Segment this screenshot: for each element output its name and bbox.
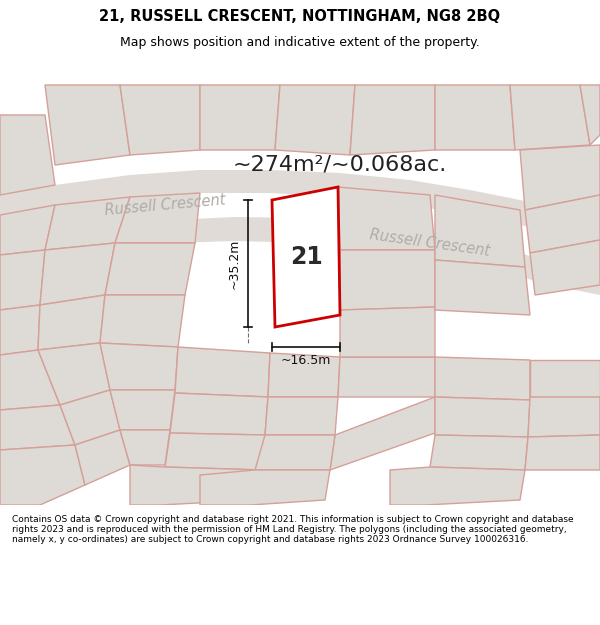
Polygon shape [265, 397, 338, 435]
Polygon shape [272, 187, 340, 327]
Polygon shape [0, 170, 600, 240]
Polygon shape [100, 343, 178, 390]
Polygon shape [175, 347, 270, 397]
Polygon shape [580, 85, 600, 145]
Polygon shape [100, 295, 185, 347]
Polygon shape [75, 430, 130, 485]
Polygon shape [45, 85, 130, 165]
Polygon shape [338, 357, 435, 397]
Polygon shape [520, 145, 600, 210]
Polygon shape [0, 305, 40, 355]
Polygon shape [40, 243, 115, 305]
Polygon shape [0, 445, 85, 505]
Polygon shape [510, 85, 590, 150]
Polygon shape [530, 240, 600, 295]
Polygon shape [105, 243, 195, 295]
Text: ~274m²/~0.068ac.: ~274m²/~0.068ac. [233, 155, 447, 175]
Polygon shape [435, 397, 530, 437]
Polygon shape [60, 390, 120, 445]
Polygon shape [430, 435, 528, 470]
Polygon shape [110, 390, 175, 430]
Polygon shape [0, 115, 55, 195]
Text: 21: 21 [290, 245, 323, 269]
Polygon shape [390, 467, 525, 505]
Polygon shape [130, 465, 262, 505]
Text: Contains OS data © Crown copyright and database right 2021. This information is : Contains OS data © Crown copyright and d… [12, 514, 574, 544]
Text: ~16.5m: ~16.5m [281, 354, 331, 367]
Polygon shape [435, 260, 530, 315]
Polygon shape [530, 360, 600, 397]
Polygon shape [0, 250, 45, 310]
Polygon shape [435, 357, 530, 400]
Polygon shape [38, 295, 105, 350]
Polygon shape [38, 343, 110, 405]
Text: ~35.2m: ~35.2m [227, 238, 241, 289]
Polygon shape [120, 85, 200, 155]
Polygon shape [435, 85, 515, 150]
Polygon shape [165, 433, 265, 470]
Polygon shape [0, 405, 75, 450]
Polygon shape [170, 393, 268, 435]
Text: 21, RUSSELL CRESCENT, NOTTINGHAM, NG8 2BQ: 21, RUSSELL CRESCENT, NOTTINGHAM, NG8 2B… [100, 9, 500, 24]
Polygon shape [338, 187, 435, 250]
Text: Map shows position and indicative extent of the property.: Map shows position and indicative extent… [120, 36, 480, 49]
Polygon shape [45, 197, 130, 250]
Polygon shape [525, 435, 600, 470]
Polygon shape [350, 85, 435, 155]
Polygon shape [115, 193, 200, 243]
Polygon shape [200, 85, 280, 150]
Polygon shape [435, 195, 525, 267]
Polygon shape [340, 307, 435, 357]
Polygon shape [340, 250, 435, 310]
Text: Russell Crescent: Russell Crescent [369, 227, 491, 259]
Text: Russell Crescent: Russell Crescent [104, 192, 226, 218]
Polygon shape [0, 350, 60, 410]
Polygon shape [0, 217, 600, 295]
Polygon shape [255, 435, 335, 470]
Polygon shape [0, 205, 55, 255]
Polygon shape [268, 353, 340, 397]
Polygon shape [120, 430, 170, 465]
Polygon shape [275, 85, 355, 155]
Polygon shape [525, 195, 600, 253]
Polygon shape [200, 470, 330, 505]
Polygon shape [330, 397, 435, 470]
Polygon shape [528, 397, 600, 437]
